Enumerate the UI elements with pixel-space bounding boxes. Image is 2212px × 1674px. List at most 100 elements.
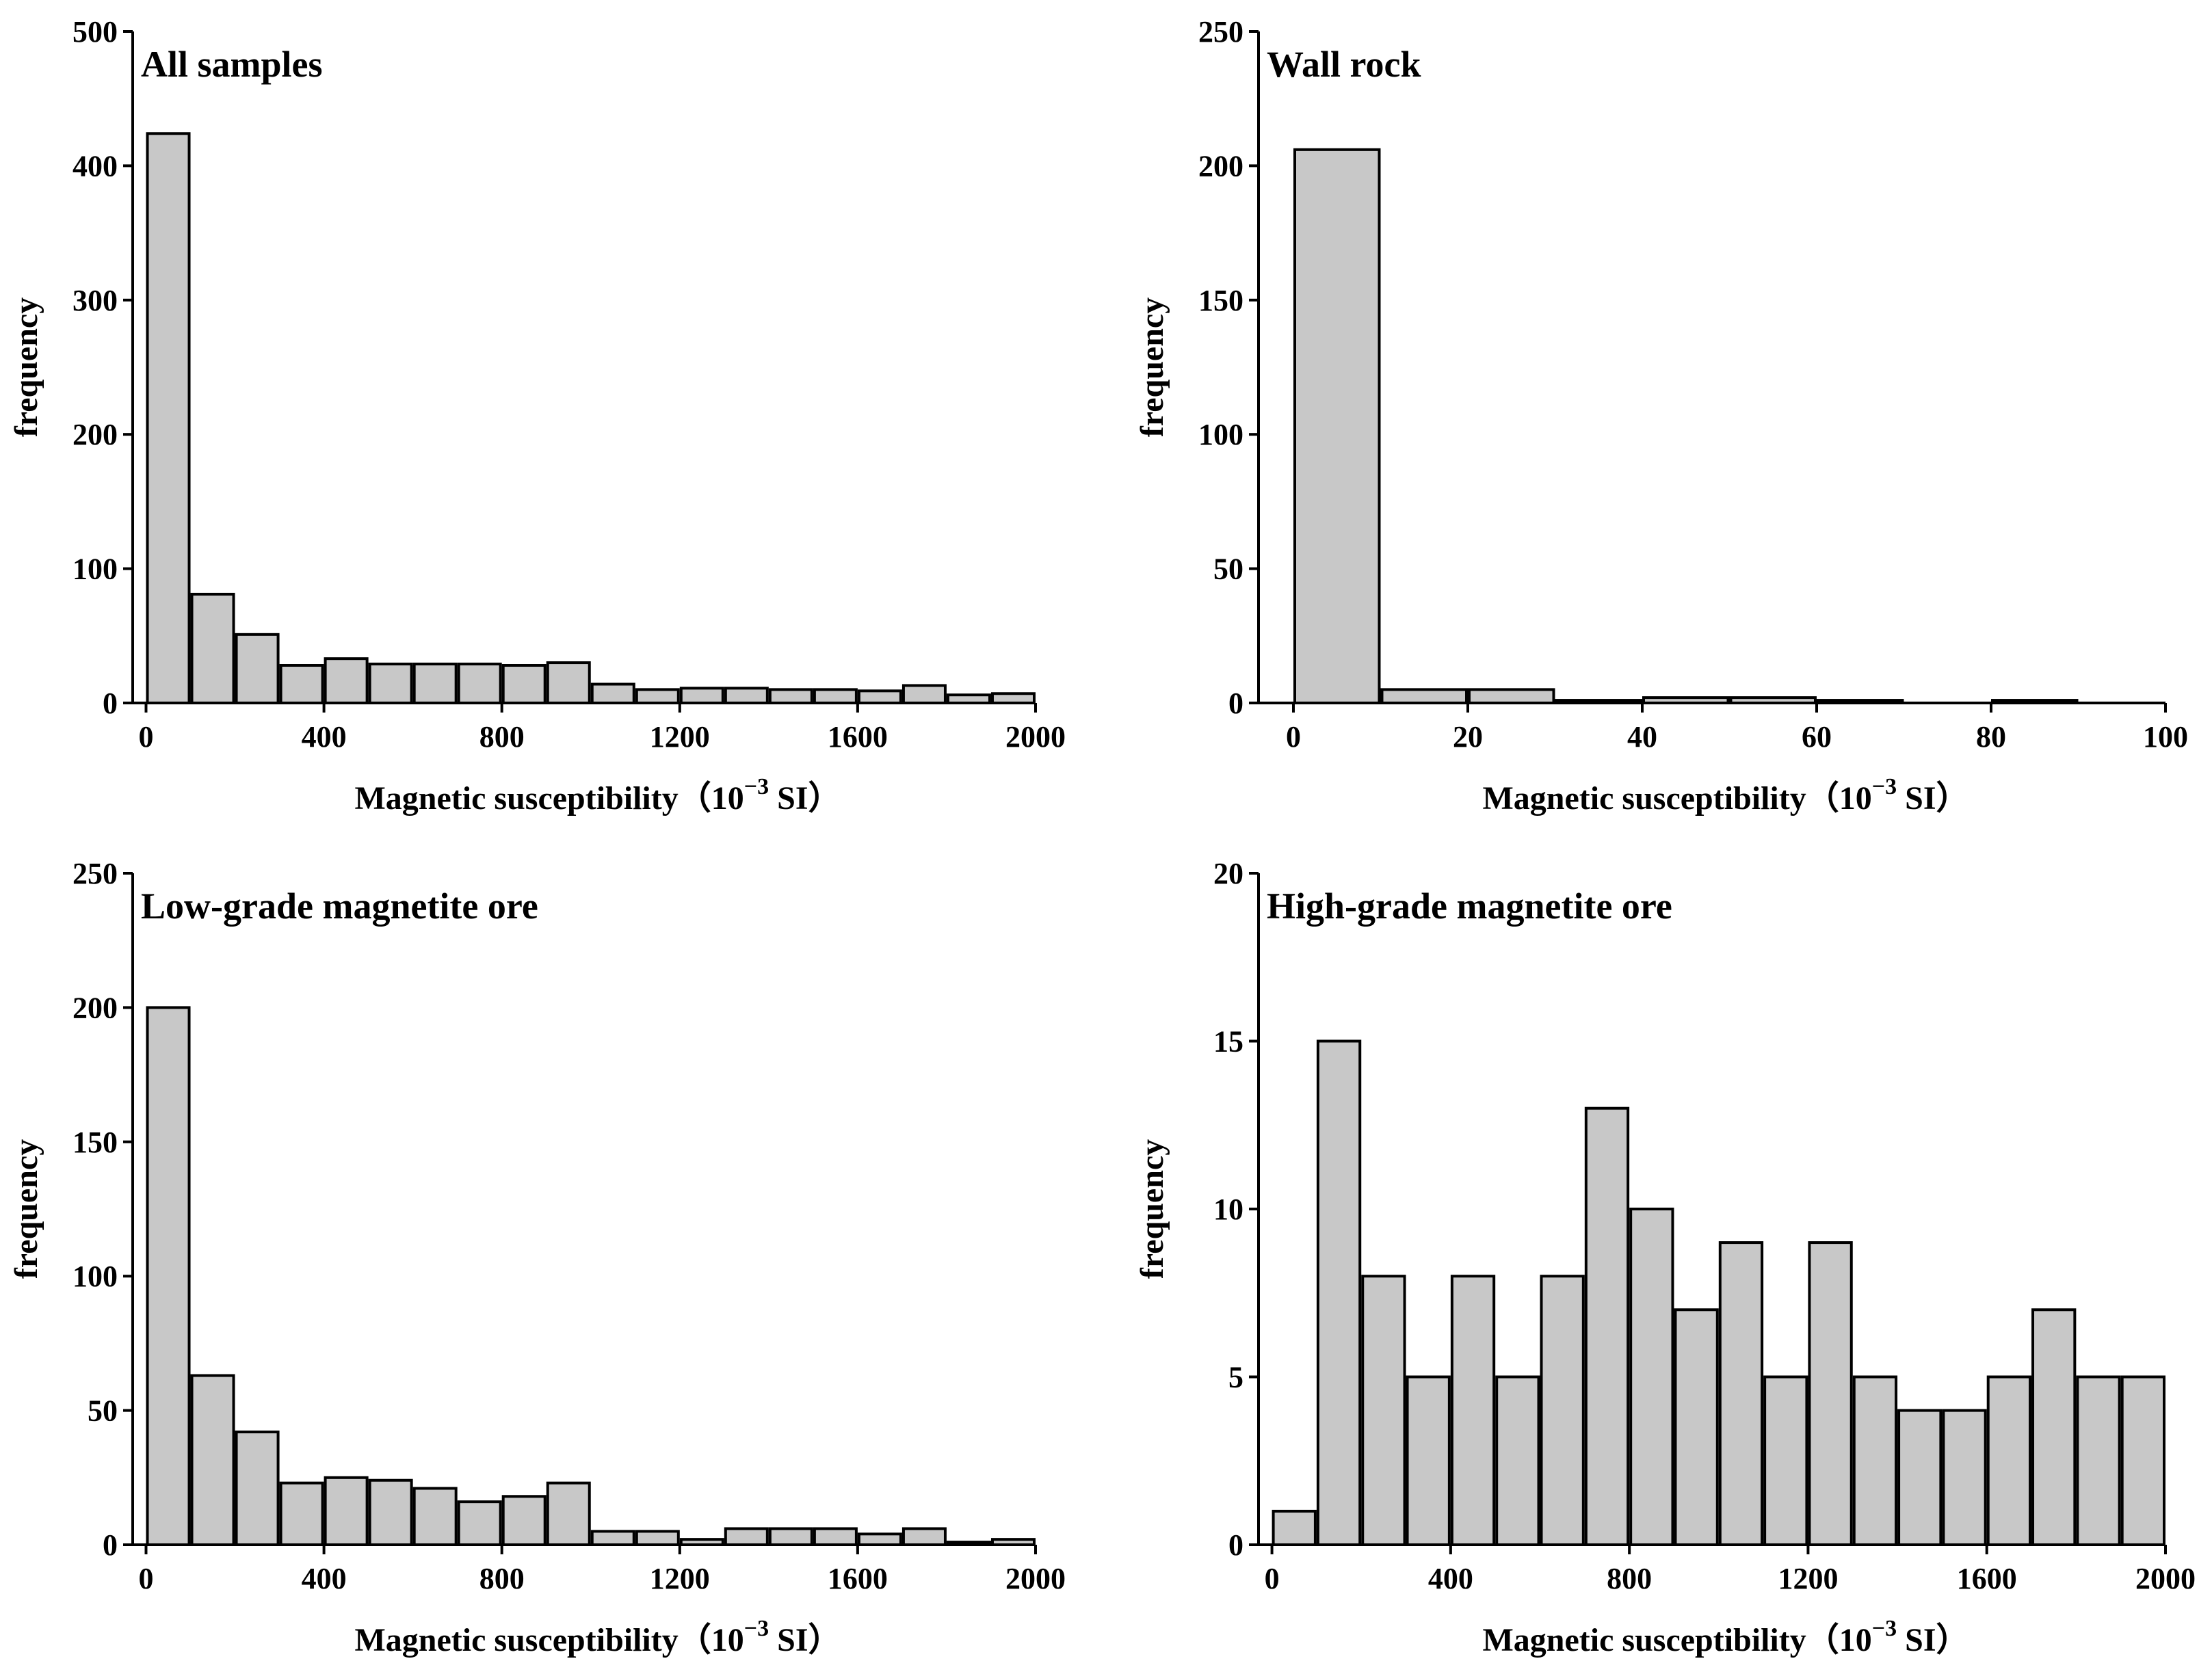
x-tick-label: 1200 [1778, 1562, 1838, 1595]
bar [635, 1530, 680, 1547]
bar [724, 1527, 769, 1546]
x-axis-title-suffix: SI） [769, 1622, 841, 1658]
y-tick-label: 50 [88, 1394, 118, 1428]
bar [146, 132, 191, 705]
x-tick-label: 0 [1265, 1562, 1280, 1595]
x-tick-label: 80 [1976, 720, 2006, 754]
x-tick-label: 800 [479, 720, 525, 754]
x-tick-label: 1200 [650, 720, 710, 754]
bar [590, 682, 635, 705]
bar [235, 633, 280, 704]
y-tick-label: 250 [73, 857, 118, 890]
y-tick-label: 0 [103, 687, 118, 720]
bar [813, 1527, 858, 1546]
y-tick-label: 500 [73, 15, 118, 49]
x-tick-label: 400 [302, 720, 347, 754]
x-tick-label: 1600 [828, 1562, 888, 1595]
x-axis-title-exponent: −3 [1872, 1616, 1897, 1641]
y-axis-title: frequency [8, 297, 44, 437]
bar [324, 1476, 369, 1547]
x-axis-title-suffix: SI） [1897, 780, 1969, 816]
x-axis-title: Magnetic susceptibility（10−3 SI） [1482, 774, 1969, 816]
y-tick-label: 250 [1198, 15, 1243, 49]
y-tick-label: 300 [73, 284, 118, 317]
y-tick-label: 0 [103, 1528, 118, 1562]
bar [1272, 1509, 1317, 1546]
bar [901, 684, 947, 705]
bar [1897, 1409, 1943, 1547]
bar [813, 688, 858, 704]
x-tick-label: 1200 [650, 1562, 710, 1595]
bar [457, 1500, 502, 1547]
bar [1293, 148, 1381, 705]
bar [1540, 1275, 1585, 1546]
x-axis-title-main: Magnetic susceptibility（10 [354, 780, 743, 816]
x-axis-title-main: Magnetic susceptibility（10 [354, 1622, 743, 1658]
bar [990, 692, 1036, 705]
bar [457, 663, 502, 705]
panel-wall-rock: 0 50 100 150 200 250 0 20 40 60 80 100 Wall rock Magn… [1134, 15, 2188, 816]
x-tick-label: 0 [1286, 720, 1301, 754]
x-axis-title-main: Magnetic susceptibility（10 [1482, 1622, 1871, 1658]
bar [1584, 1106, 1630, 1546]
x-tick-label: 100 [2143, 720, 2188, 754]
y-tick-label: 400 [73, 149, 118, 183]
y-tick-label: 50 [1213, 553, 1243, 586]
bar [1986, 1375, 2032, 1546]
bar [1674, 1308, 1719, 1547]
x-tick-label: 2000 [1005, 1562, 1066, 1595]
y-tick-label: 10 [1213, 1193, 1243, 1226]
bar [679, 687, 724, 704]
y-tick-label: 200 [73, 418, 118, 451]
bar [1852, 1375, 1898, 1546]
bar [1629, 1208, 1674, 1546]
x-tick-label: 2000 [1005, 720, 1066, 754]
bar [1808, 1241, 1853, 1546]
y-tick-label: 0 [1228, 1528, 1243, 1562]
y-tick-label: 100 [73, 1260, 118, 1293]
panel-all-samples: 0 100 200 300 400 500 0 400 800 1200 1600 2000 All s… [8, 15, 1066, 816]
bar [190, 1374, 235, 1547]
bar [279, 1481, 324, 1547]
x-tick-label: 20 [1453, 720, 1483, 754]
bar [768, 688, 813, 704]
x-axis-title-suffix: SI） [1897, 1622, 1969, 1658]
panel-low-grade-magnetite-ore: 0 50 100 150 200 250 0 400 800 1200 1600 2000 Low-gr… [8, 857, 1066, 1658]
x-tick-label: 1600 [828, 720, 888, 754]
x-tick-label: 400 [302, 1562, 347, 1595]
x-tick-label: 0 [139, 720, 154, 754]
bar [857, 689, 902, 704]
x-axis-title: Magnetic susceptibility（10−3 SI） [354, 1616, 841, 1658]
x-tick-label: 60 [1802, 720, 1832, 754]
x-tick-label: 2000 [2135, 1562, 2196, 1595]
bar [724, 687, 769, 704]
bar [2120, 1375, 2165, 1546]
y-tick-label: 0 [1228, 687, 1243, 720]
x-tick-label: 1600 [1957, 1562, 2017, 1595]
x-axis-title-exponent: −3 [744, 774, 769, 799]
bar [1316, 1039, 1362, 1546]
panel-title: High-grade magnetite ore [1267, 886, 1672, 927]
y-axis-title: frequency [8, 1139, 44, 1279]
bar [324, 657, 369, 704]
bar [857, 1532, 902, 1547]
x-tick-label: 800 [479, 1562, 525, 1595]
panel-title: All samples [141, 44, 323, 85]
x-axis-title-exponent: −3 [1872, 774, 1897, 799]
bar [190, 592, 235, 705]
bar [146, 1006, 191, 1546]
x-tick-label: 800 [1607, 1562, 1652, 1595]
bar [412, 663, 458, 705]
bar [1380, 688, 1468, 704]
bar [235, 1431, 280, 1546]
bar [279, 664, 324, 704]
y-tick-label: 100 [1198, 418, 1243, 451]
bar [1406, 1375, 1451, 1546]
y-axis-title: frequency [1134, 1139, 1170, 1279]
bar [368, 1478, 413, 1547]
bar [1718, 1241, 1764, 1546]
bar [1361, 1275, 1406, 1546]
bar [768, 1527, 813, 1546]
panel-high-grade-magnetite-ore: 0 5 10 15 20 0 400 800 1200 1600 2000 High-grade ma… [1134, 857, 2196, 1658]
bar [590, 1530, 635, 1547]
